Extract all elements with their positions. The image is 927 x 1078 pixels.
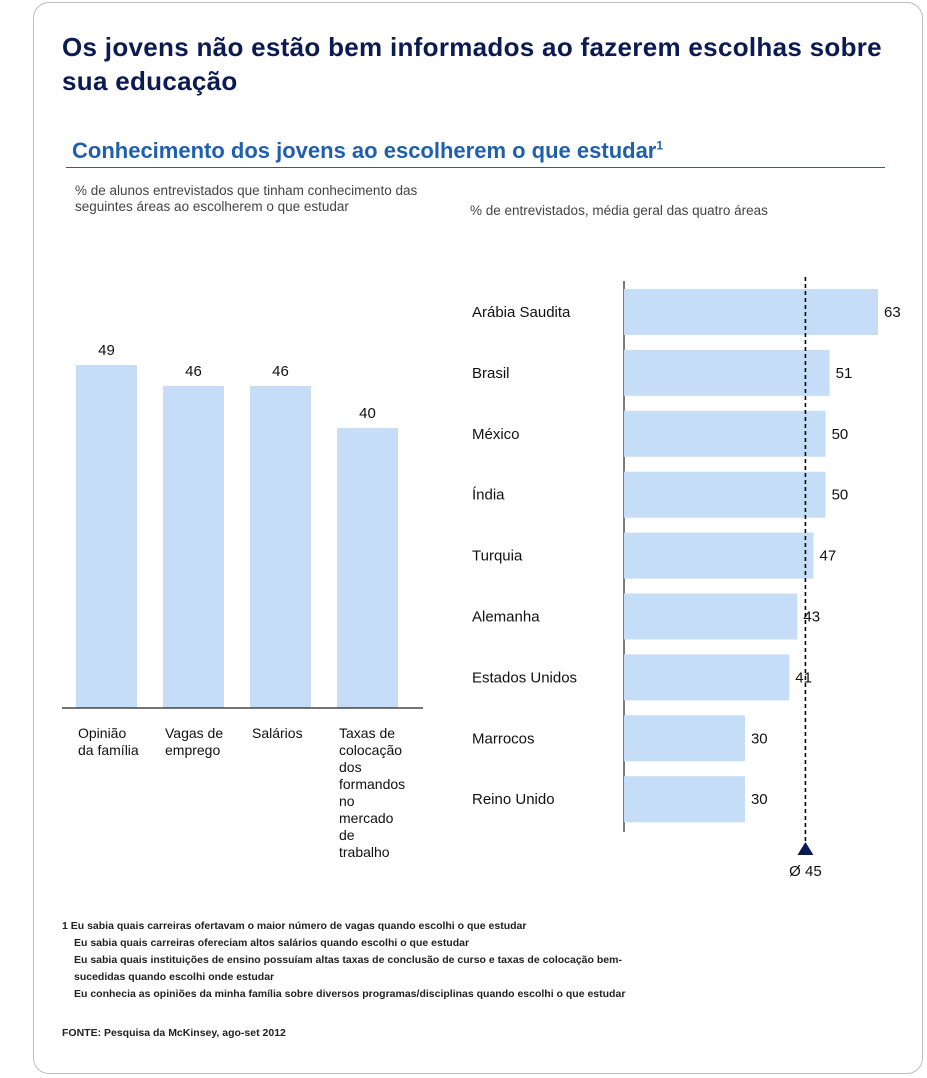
hbar-4 [624,532,814,579]
vbar-category-label-0-1: da família [78,742,139,758]
hbar-category-label-6: Estados Unidos [472,669,577,686]
hbar-category-label-7: Marrocos [472,730,535,747]
vbar-category-label-3-2: dos [339,759,362,775]
hbar-1 [624,349,830,396]
footnote-1: 1 Eu sabia quais carreiras ofertavam o m… [62,920,527,932]
vbar-category-label-3-6: de [339,827,355,843]
hbar-value-label-0: 63 [884,304,901,321]
vbar-category-label-3-4: no [339,793,355,809]
hbar-value-label-7: 30 [751,730,768,747]
footnotes: 1 Eu sabia quais carreiras ofertavam o m… [62,918,892,1003]
vbar-category-label-3-5: mercado [339,810,394,826]
hbar-category-label-5: Alemanha [472,609,540,626]
vbar-value-label-3: 40 [359,405,376,422]
hbar-0 [624,289,878,335]
vbar-value-label-0: 49 [98,342,115,359]
footnote-2: Eu sabia quais carreiras ofereciam altos… [74,937,470,949]
footnote-3: Eu sabia quais instituições de ensino po… [74,954,622,966]
vbar-0 [76,365,137,708]
average-marker [797,842,814,855]
hbar-category-label-3: Índia [472,487,505,504]
subtitle-rule [66,167,885,168]
hbar-category-label-1: Brasil [472,365,510,382]
vbar-category-label-3-1: colocação [339,742,402,758]
chart-subtitle: Conhecimento dos jovens ao escolherem o … [72,138,663,164]
hbar-value-label-6: 41 [795,669,812,686]
hbar-category-label-0: Arábia Saudita [472,304,571,321]
hbar-value-label-4: 47 [819,548,836,565]
vbar-category-label-3-3: formandos [339,776,405,792]
hbar-3 [624,471,826,518]
vbar-3 [337,428,398,708]
right-chart-note: % de entrevistados, média geral das quat… [470,203,768,218]
hbar-5 [624,593,798,640]
footnote-3-cont: sucedidas quando escolhi onde estudar [74,971,275,983]
vbar-category-label-3-0: Taxas de [339,725,395,741]
hbar-value-label-2: 50 [832,426,849,443]
vbar-value-label-1: 46 [185,363,202,380]
chart-title: Os jovens não estão bem informados ao fa… [62,32,882,96]
hbar-value-label-8: 30 [751,791,768,808]
vbar-category-label-2-0: Salários [252,725,303,741]
vbar-category-label-1-1: emprego [165,742,220,758]
vbar-category-label-3-7: trabalho [339,844,390,860]
vbar-1 [163,386,224,708]
vbar-category-label-0-0: Opinião [78,725,126,741]
hbar-value-label-1: 51 [836,365,853,382]
vbar-2 [250,386,311,708]
hbar-category-label-8: Reino Unido [472,791,555,808]
subtitle-text: Conhecimento dos jovens ao escolherem o … [72,138,657,163]
hbar-value-label-5: 43 [803,609,820,626]
hbar-value-label-3: 50 [832,487,849,504]
hbar-category-label-4: Turquia [472,548,523,565]
left-chart-note: % de alunos entrevistados que tinham con… [75,183,418,214]
hbar-7 [624,715,745,762]
vbar-value-label-2: 46 [272,363,289,380]
footnote-4: Eu conhecia as opiniões da minha família… [74,988,626,1000]
hbar-2 [624,410,826,457]
source-note: FONTE: Pesquisa da McKinsey, ago-set 201… [62,1027,286,1039]
average-label: Ø 45 [789,863,822,880]
hbar-8 [624,776,745,823]
hbar-category-label-2: México [472,426,520,443]
chart-card [33,2,923,1074]
hbar-6 [624,654,790,701]
vbar-category-label-1-0: Vagas de [165,725,223,741]
subtitle-footnote-marker: 1 [656,138,664,153]
